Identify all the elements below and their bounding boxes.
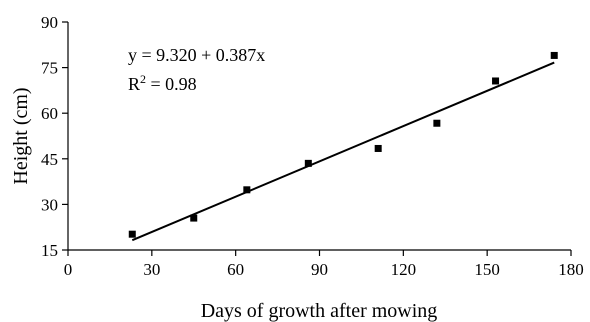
data-point xyxy=(243,186,251,194)
data-point xyxy=(374,144,382,152)
y-axis-title: Height (cm) xyxy=(10,87,32,184)
y-tick-label: 45 xyxy=(41,150,58,169)
x-tick-label: 0 xyxy=(64,260,73,279)
x-tick-label: 150 xyxy=(474,260,500,279)
y-tick-label: 60 xyxy=(41,104,58,123)
x-tick-label: 30 xyxy=(143,260,160,279)
y-tick-label: 75 xyxy=(41,59,58,78)
data-point xyxy=(190,214,198,222)
x-tick-label: 90 xyxy=(311,260,328,279)
r-squared-value: = 0.98 xyxy=(146,74,197,94)
regression-line xyxy=(131,61,555,242)
x-tick-label: 60 xyxy=(227,260,244,279)
data-point xyxy=(433,119,441,127)
r-squared-label: R2 = 0.98 xyxy=(128,72,197,94)
data-point xyxy=(128,230,136,238)
equation-label: y = 9.320 + 0.387x xyxy=(128,45,265,65)
y-tick-label: 15 xyxy=(41,241,58,260)
data-points xyxy=(128,51,558,238)
data-point xyxy=(492,77,500,85)
y-tick-label: 90 xyxy=(41,13,58,32)
x-axis-title: Days of growth after mowing xyxy=(201,300,438,322)
r-squared-r: R xyxy=(128,74,140,94)
data-point xyxy=(304,159,312,167)
x-ticks: 0 30 60 90 120 150 180 xyxy=(64,250,584,279)
y-tick-label: 30 xyxy=(41,195,58,214)
y-ticks: 15 30 45 60 75 90 xyxy=(41,13,68,260)
x-tick-label: 120 xyxy=(391,260,417,279)
data-point xyxy=(550,51,558,59)
r-squared-superscript: 2 xyxy=(140,72,146,86)
x-tick-label: 180 xyxy=(558,260,584,279)
